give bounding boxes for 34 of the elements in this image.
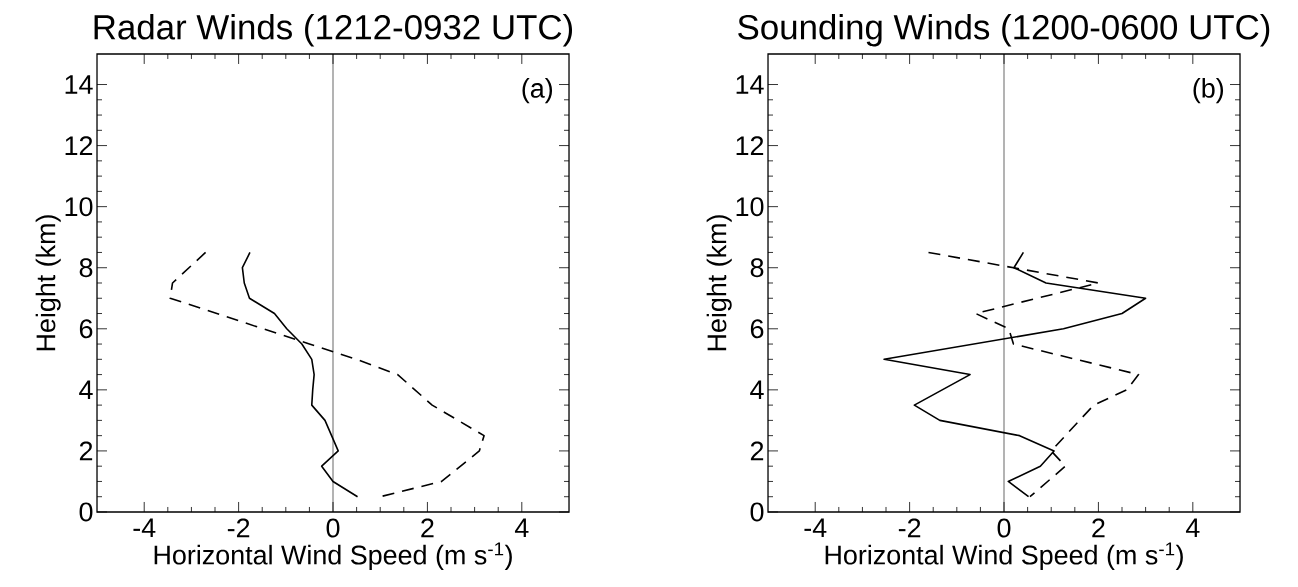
x-tick-label: 2 <box>421 518 434 538</box>
x-axis-title: Horizontal Wind Speed (m s$^{-1}$) <box>154 542 512 570</box>
annotation: (b) <box>1193 78 1224 104</box>
x-tick-label: -2 <box>898 518 921 538</box>
chart-title: Sounding Winds (1200-0600 UTC) <box>738 13 1270 47</box>
y-tick-label: 14 <box>736 75 764 94</box>
y-tick-label: 6 <box>750 319 764 339</box>
y-tick-label: 8 <box>750 258 764 278</box>
annotation: (a) <box>522 78 553 104</box>
x-tick-label: -2 <box>227 518 250 538</box>
chart-title: Radar Winds (1212-0932 UTC) <box>94 14 573 47</box>
x-tick-label: 4 <box>1185 518 1200 538</box>
y-tick-label: 8 <box>79 258 93 278</box>
y-tick-label: 10 <box>65 197 93 217</box>
y-tick-label: 12 <box>65 136 93 155</box>
x-tick-label: 0 <box>326 518 340 538</box>
y-tick-label: 10 <box>736 197 764 217</box>
y-tick-label: 4 <box>750 380 764 400</box>
y-tick-label: 6 <box>79 319 93 339</box>
x-tick-label: -4 <box>804 518 827 538</box>
x-axis-title: Horizontal Wind Speed (m s$^{-1}$) <box>825 542 1183 570</box>
y-axis-title: Height (km) <box>706 215 732 351</box>
y-tick-label: 4 <box>79 380 93 400</box>
y-tick-label: 0 <box>79 502 93 522</box>
x-tick-label: -4 <box>133 518 156 538</box>
y-tick-label: 12 <box>736 136 764 155</box>
y-tick-label: 14 <box>65 75 93 94</box>
y-tick-label: 2 <box>79 441 93 461</box>
y-tick-label: 2 <box>750 441 764 461</box>
x-tick-label: 2 <box>1092 518 1105 538</box>
x-tick-label: 4 <box>514 518 529 538</box>
x-tick-label: 0 <box>997 518 1011 538</box>
y-axis-title: Height (km) <box>35 215 61 351</box>
y-tick-label: 0 <box>750 502 764 522</box>
